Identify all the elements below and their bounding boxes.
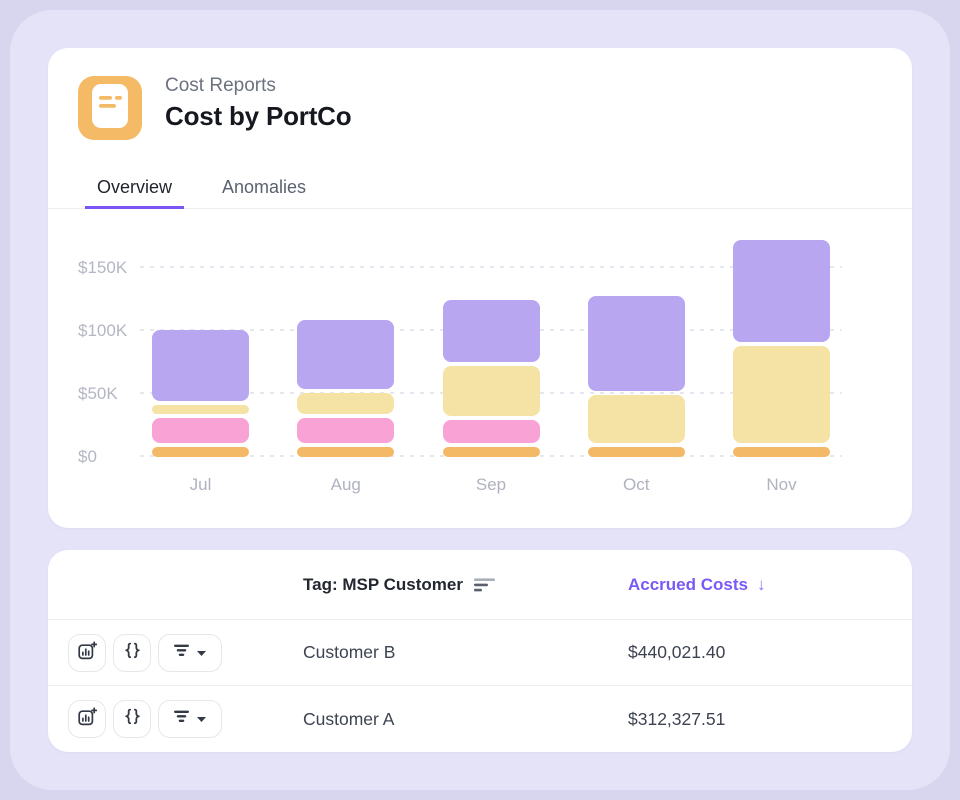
bar-segment-orange[interactable] xyxy=(442,447,540,457)
chart-bars xyxy=(140,217,842,457)
customer-name: Customer A xyxy=(303,708,395,729)
bar-segment-yellow[interactable] xyxy=(297,393,395,414)
table-row[interactable]: Customer A $312,327.51 xyxy=(48,686,912,752)
filter-dropdown-button[interactable] xyxy=(158,700,222,738)
customer-name: Customer B xyxy=(303,642,396,662)
header-titles: Cost Reports Cost by PortCo xyxy=(165,75,352,132)
add-to-chart-button[interactable] xyxy=(68,700,106,738)
stacked-bar-jul[interactable] xyxy=(152,330,249,457)
gridline xyxy=(140,266,842,268)
y-axis-tick-label: $50K xyxy=(78,384,118,403)
bar-segment-pink[interactable] xyxy=(442,420,540,443)
bar-segment-yellow[interactable] xyxy=(587,395,685,443)
report-icon-box xyxy=(78,76,142,140)
sort-lines-icon[interactable] xyxy=(473,576,496,594)
x-axis-label: Aug xyxy=(330,475,361,494)
filter-dropdown-button[interactable] xyxy=(158,633,222,672)
table-header-row: Tag: MSP Customer Accrued Costs ↓ xyxy=(48,550,912,620)
chart-add-icon xyxy=(77,707,97,731)
cost-report-card: Cost Reports Cost by PortCo Overview Ano… xyxy=(48,48,912,528)
document-icon xyxy=(90,83,130,134)
bar-segment-yellow[interactable] xyxy=(152,405,249,414)
y-axis-tick-label: $0 xyxy=(78,447,97,466)
bar-segment-purple[interactable] xyxy=(733,240,830,342)
stacked-bar-aug[interactable] xyxy=(297,320,395,457)
stacked-bar-sep[interactable] xyxy=(442,300,540,457)
accrued-cost-value: $312,327.51 xyxy=(628,708,726,729)
curly-braces-icon xyxy=(123,642,142,664)
chart-plot: $0 $50K $100K $150K xyxy=(78,217,842,466)
x-axis-label: Jul xyxy=(189,475,212,494)
x-axis-label: Sep xyxy=(475,475,507,494)
app-label: Cost Reports xyxy=(165,75,276,96)
page-title: Cost by PortCo xyxy=(165,101,352,131)
view-code-button[interactable] xyxy=(113,700,151,738)
bar-segment-purple[interactable] xyxy=(152,330,249,401)
stacked-bar-nov[interactable] xyxy=(733,240,830,457)
bar-segment-pink[interactable] xyxy=(297,418,395,443)
bar-segment-orange[interactable] xyxy=(733,447,830,457)
bar-segment-yellow[interactable] xyxy=(442,366,540,416)
x-axis-label: Nov xyxy=(766,475,797,494)
stacked-bar-oct[interactable] xyxy=(587,296,685,457)
filter-lines-icon xyxy=(173,709,190,729)
tag-column-header: Tag: MSP Customer xyxy=(303,574,463,594)
bar-segment-orange[interactable] xyxy=(297,447,395,457)
sort-descending-arrow-icon[interactable]: ↓ xyxy=(756,574,766,594)
x-axis-labels: Jul Aug Sep Oct Nov xyxy=(140,475,842,495)
x-axis-label: Oct xyxy=(623,475,650,494)
tab-bar: Overview Anomalies xyxy=(48,169,912,209)
y-axis-tick-label: $150K xyxy=(78,258,128,277)
filter-lines-icon xyxy=(173,643,190,663)
bar-segment-pink[interactable] xyxy=(152,418,249,443)
cost-table-card: Tag: MSP Customer Accrued Costs ↓ xyxy=(48,550,912,752)
bar-segment-purple[interactable] xyxy=(297,320,395,389)
curly-braces-icon xyxy=(123,708,142,730)
table-row[interactable]: Customer B $440,021.40 xyxy=(48,620,912,686)
accrued-cost-value: $440,021.40 xyxy=(628,642,726,662)
chevron-down-icon xyxy=(196,644,207,662)
tab-anomalies[interactable]: Anomalies xyxy=(222,177,307,197)
accrued-costs-header[interactable]: Accrued Costs xyxy=(628,574,748,594)
tab-overview[interactable]: Overview xyxy=(85,169,185,209)
app-container: Cost Reports Cost by PortCo Overview Ano… xyxy=(10,10,950,790)
bar-segment-purple[interactable] xyxy=(587,296,685,391)
chart-add-icon xyxy=(77,640,97,665)
bar-segment-yellow[interactable] xyxy=(733,346,830,443)
y-axis-tick-label: $100K xyxy=(78,321,128,340)
view-code-button[interactable] xyxy=(113,633,151,672)
bar-segment-orange[interactable] xyxy=(152,447,249,457)
bar-segment-orange[interactable] xyxy=(587,447,685,457)
chevron-down-icon xyxy=(196,710,207,728)
add-to-chart-button[interactable] xyxy=(68,633,106,672)
bar-segment-purple[interactable] xyxy=(442,300,540,362)
